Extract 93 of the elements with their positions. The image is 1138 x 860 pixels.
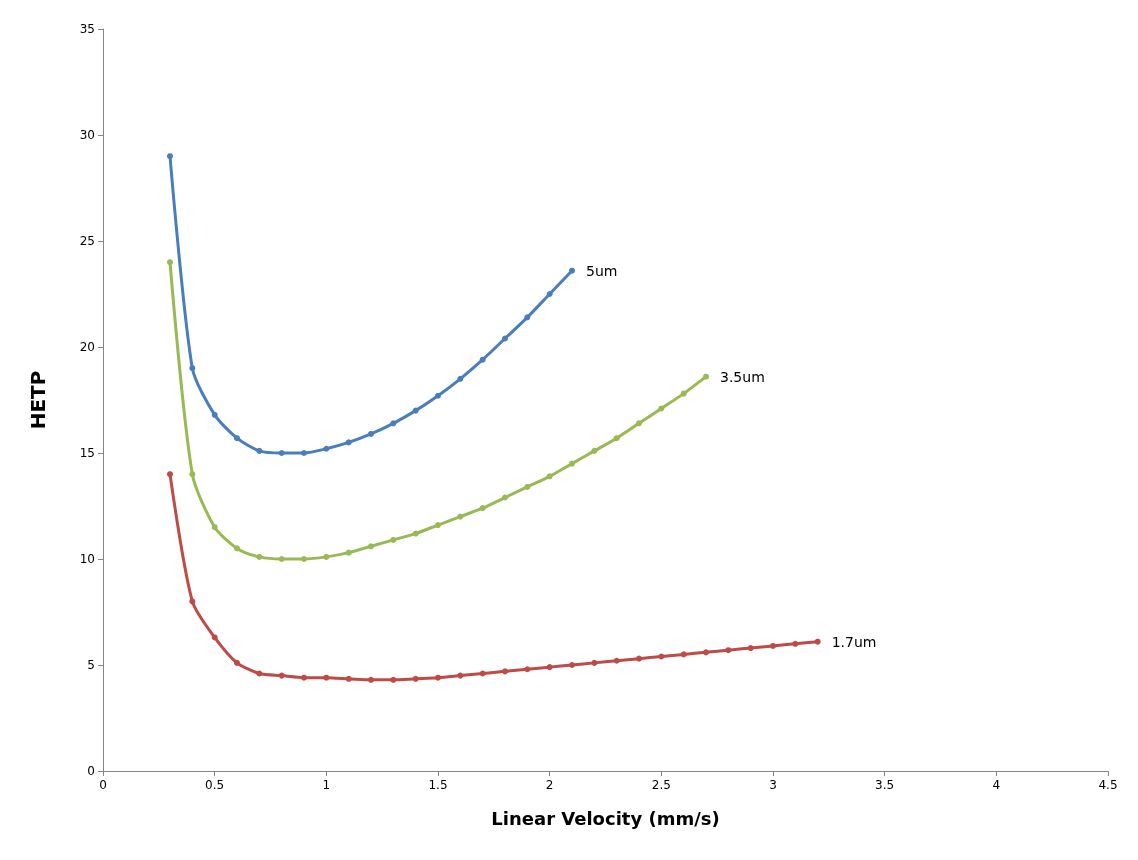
point — [368, 430, 374, 437]
point — [524, 314, 531, 321]
point — [725, 647, 732, 654]
point — [435, 522, 441, 529]
point — [569, 460, 575, 467]
x-tick-label: 2.5 — [651, 778, 671, 792]
point — [278, 556, 285, 562]
x-tick-label: 0.5 — [205, 778, 225, 792]
point — [234, 435, 240, 442]
x-tick-label: 4.5 — [1098, 778, 1118, 792]
point — [189, 471, 196, 478]
point — [211, 411, 218, 418]
point — [613, 657, 620, 664]
x-tick-label: 1.5 — [428, 778, 448, 792]
point — [323, 445, 330, 452]
point — [278, 672, 285, 679]
point — [457, 513, 464, 520]
point — [680, 390, 687, 397]
y-tick-label: 20 — [79, 340, 95, 354]
point — [457, 375, 464, 382]
x-tick-label: 2 — [545, 778, 554, 792]
point — [792, 640, 799, 647]
point — [368, 543, 374, 550]
point — [323, 553, 330, 560]
point — [390, 536, 397, 543]
y-tick-label: 15 — [79, 446, 95, 460]
point — [591, 447, 598, 454]
point — [569, 662, 575, 668]
point — [189, 598, 196, 605]
y-tick-label: 10 — [79, 552, 95, 566]
point — [569, 267, 575, 274]
point — [546, 473, 553, 480]
point — [323, 674, 330, 681]
point — [167, 471, 173, 478]
point — [636, 420, 642, 427]
point — [368, 676, 374, 683]
series-label: 1.7um — [831, 633, 877, 650]
point — [546, 664, 553, 671]
point — [189, 365, 196, 372]
point — [703, 649, 709, 656]
point — [390, 676, 397, 683]
point — [703, 373, 709, 380]
point — [546, 291, 553, 297]
point — [591, 659, 598, 666]
point — [457, 672, 464, 679]
x-tick-label: 3.5 — [875, 778, 895, 792]
point — [412, 675, 419, 682]
point — [211, 634, 218, 641]
point — [524, 666, 531, 673]
point — [345, 439, 352, 446]
point — [301, 556, 307, 562]
y-tick-label: 0 — [87, 764, 95, 778]
x-tick-label: 3 — [769, 778, 777, 792]
point — [301, 450, 307, 456]
x-tick-label: 1 — [322, 778, 331, 792]
point — [502, 335, 508, 342]
point — [636, 655, 642, 662]
point — [479, 356, 486, 363]
point — [390, 420, 397, 427]
point — [167, 259, 173, 266]
point — [345, 675, 352, 682]
point — [412, 530, 419, 537]
point — [234, 659, 240, 666]
y-tick-label: 5 — [87, 658, 95, 672]
point — [524, 483, 531, 490]
point — [435, 674, 441, 681]
series-label: 3.5um — [720, 368, 765, 385]
x-tick-label: 0 — [99, 778, 107, 792]
point — [412, 407, 419, 414]
point — [345, 549, 352, 556]
point — [502, 668, 508, 675]
x-tick-label: 4 — [992, 778, 1001, 792]
point — [770, 642, 776, 649]
point — [613, 435, 620, 442]
y-tick-label: 35 — [79, 22, 95, 36]
point — [278, 450, 285, 456]
point — [256, 447, 263, 454]
y-axis-title: HETP — [26, 370, 50, 430]
x-axis-title: Linear Velocity (mm/s) — [491, 807, 720, 829]
point — [301, 674, 307, 681]
point — [502, 494, 508, 501]
point — [167, 153, 173, 160]
point — [680, 651, 687, 658]
point — [747, 645, 754, 652]
y-tick-label: 25 — [79, 234, 95, 248]
point — [479, 505, 486, 512]
point — [435, 392, 441, 399]
point — [234, 545, 240, 552]
point — [256, 553, 263, 560]
point — [814, 638, 821, 645]
y-tick-label: 30 — [79, 128, 95, 142]
point — [211, 524, 218, 531]
series-label: 5um — [586, 262, 618, 279]
